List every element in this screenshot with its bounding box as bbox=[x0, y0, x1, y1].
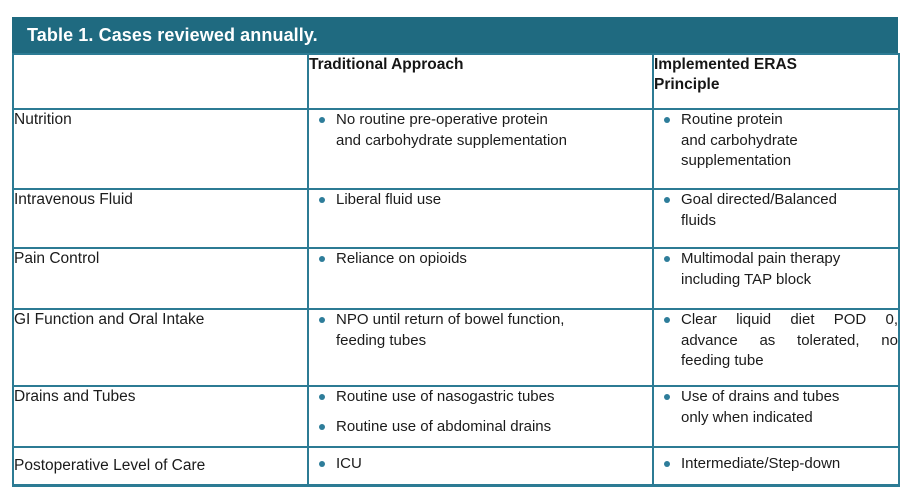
list-item: Routine use of nasogastric tubes bbox=[309, 387, 652, 408]
cell-eras-gi-function: Clear liquid diet POD 0, advance as tole… bbox=[652, 308, 900, 387]
bullet-icon bbox=[664, 197, 670, 203]
bullet-icon bbox=[319, 317, 325, 323]
list-item-text: Multimodal pain therapy including TAP bl… bbox=[681, 250, 841, 288]
bullet-icon bbox=[319, 117, 325, 123]
cell-eras-drains-tubes: Use of drains and tubes only when indica… bbox=[652, 385, 900, 448]
table-row-drains-tubes: Drains and Tubes Routine use of nasogast… bbox=[12, 385, 900, 448]
list-item: Intermediate/Step-down bbox=[654, 454, 898, 475]
table-title: Table 1. Cases reviewed annually. bbox=[27, 25, 318, 45]
list-item: NPO until return of bowel function, feed… bbox=[309, 310, 652, 351]
row-label-nutrition: Nutrition bbox=[12, 108, 309, 190]
column-header-traditional: Traditional Approach bbox=[307, 53, 654, 110]
table-container: Table 1. Cases reviewed annually. Tradit… bbox=[12, 17, 900, 487]
table-row-nutrition: Nutrition No routine pre-operative prote… bbox=[12, 108, 900, 190]
cell-eras-intravenous-fluid: Goal directed/Balanced fluids bbox=[652, 188, 900, 249]
list-item: No routine pre-operative protein and car… bbox=[309, 110, 652, 151]
row-label-drains-tubes: Drains and Tubes bbox=[12, 385, 309, 448]
list-item-text: Routine use of nasogastric tubes bbox=[336, 388, 555, 405]
cell-eras-postoperative-care: Intermediate/Step-down bbox=[652, 446, 900, 486]
cases-table: Traditional Approach Implemented ERAS Pr… bbox=[12, 53, 900, 487]
bullet-icon bbox=[319, 197, 325, 203]
list-item: Liberal fluid use bbox=[309, 190, 652, 211]
bullet-icon bbox=[664, 317, 670, 323]
list-item-text: Use of drains and tubes only when indica… bbox=[681, 388, 840, 426]
table-row-gi-function: GI Function and Oral Intake NPO until re… bbox=[12, 308, 900, 387]
bullet-icon bbox=[664, 256, 670, 262]
bullet-icon bbox=[319, 461, 325, 467]
column-header-blank bbox=[12, 53, 309, 110]
list-item-text: Clear liquid diet POD 0, advance as tole… bbox=[681, 311, 898, 370]
header-row: Traditional Approach Implemented ERAS Pr… bbox=[12, 53, 900, 110]
bullet-icon bbox=[664, 117, 670, 123]
list-item-text: Intermediate/Step-down bbox=[681, 455, 841, 472]
bullet-icon bbox=[664, 461, 670, 467]
list-item: Routine protein and carbohydrate supplem… bbox=[654, 110, 898, 172]
cell-traditional-drains-tubes: Routine use of nasogastric tubes Routine… bbox=[307, 385, 654, 448]
table-row-pain-control: Pain Control Reliance on opioids Multimo… bbox=[12, 247, 900, 310]
table-title-bar: Table 1. Cases reviewed annually. bbox=[12, 17, 898, 53]
cell-traditional-postoperative-care: ICU bbox=[307, 446, 654, 486]
row-label-postoperative-care: Postoperative Level of Care bbox=[12, 446, 309, 486]
cell-traditional-gi-function: NPO until return of bowel function, feed… bbox=[307, 308, 654, 387]
list-item-text: ICU bbox=[336, 455, 362, 472]
list-item-text: Liberal fluid use bbox=[336, 191, 442, 208]
list-item-text: Routine protein and carbohydrate supplem… bbox=[681, 111, 798, 170]
list-item-text: Goal directed/Balanced fluids bbox=[681, 191, 837, 229]
bullet-icon bbox=[319, 394, 325, 400]
list-item: Use of drains and tubes only when indica… bbox=[654, 387, 898, 428]
list-item: Routine use of abdominal drains bbox=[309, 417, 652, 438]
list-item-text: Routine use of abdominal drains bbox=[336, 417, 552, 435]
cell-eras-nutrition: Routine protein and carbohydrate supplem… bbox=[652, 108, 900, 190]
list-item: Clear liquid diet POD 0, advance as tole… bbox=[654, 310, 898, 372]
list-item-text: No routine pre-operative protein and car… bbox=[336, 111, 567, 149]
row-label-pain-control: Pain Control bbox=[12, 247, 309, 310]
bullet-icon bbox=[664, 394, 670, 400]
cell-eras-pain-control: Multimodal pain therapy including TAP bl… bbox=[652, 247, 900, 310]
cell-traditional-pain-control: Reliance on opioids bbox=[307, 247, 654, 310]
bullet-icon bbox=[319, 423, 325, 430]
list-item: Goal directed/Balanced fluids bbox=[654, 190, 898, 231]
bullet-icon bbox=[319, 256, 325, 262]
list-item-text: NPO until return of bowel function, feed… bbox=[336, 311, 565, 349]
cell-traditional-nutrition: No routine pre-operative protein and car… bbox=[307, 108, 654, 190]
row-label-intravenous-fluid: Intravenous Fluid bbox=[12, 188, 309, 249]
row-label-gi-function: GI Function and Oral Intake bbox=[12, 308, 309, 387]
cell-traditional-intravenous-fluid: Liberal fluid use bbox=[307, 188, 654, 249]
list-item: Multimodal pain therapy including TAP bl… bbox=[654, 249, 898, 290]
list-item: Reliance on opioids bbox=[309, 249, 652, 270]
list-item: ICU bbox=[309, 454, 652, 475]
table-row-postoperative-care: Postoperative Level of Care ICU Intermed… bbox=[12, 446, 900, 486]
list-item-text: Reliance on opioids bbox=[336, 250, 467, 267]
table-row-intravenous-fluid: Intravenous Fluid Liberal fluid use Goal… bbox=[12, 188, 900, 249]
column-header-eras: Implemented ERAS Principle bbox=[652, 53, 900, 110]
